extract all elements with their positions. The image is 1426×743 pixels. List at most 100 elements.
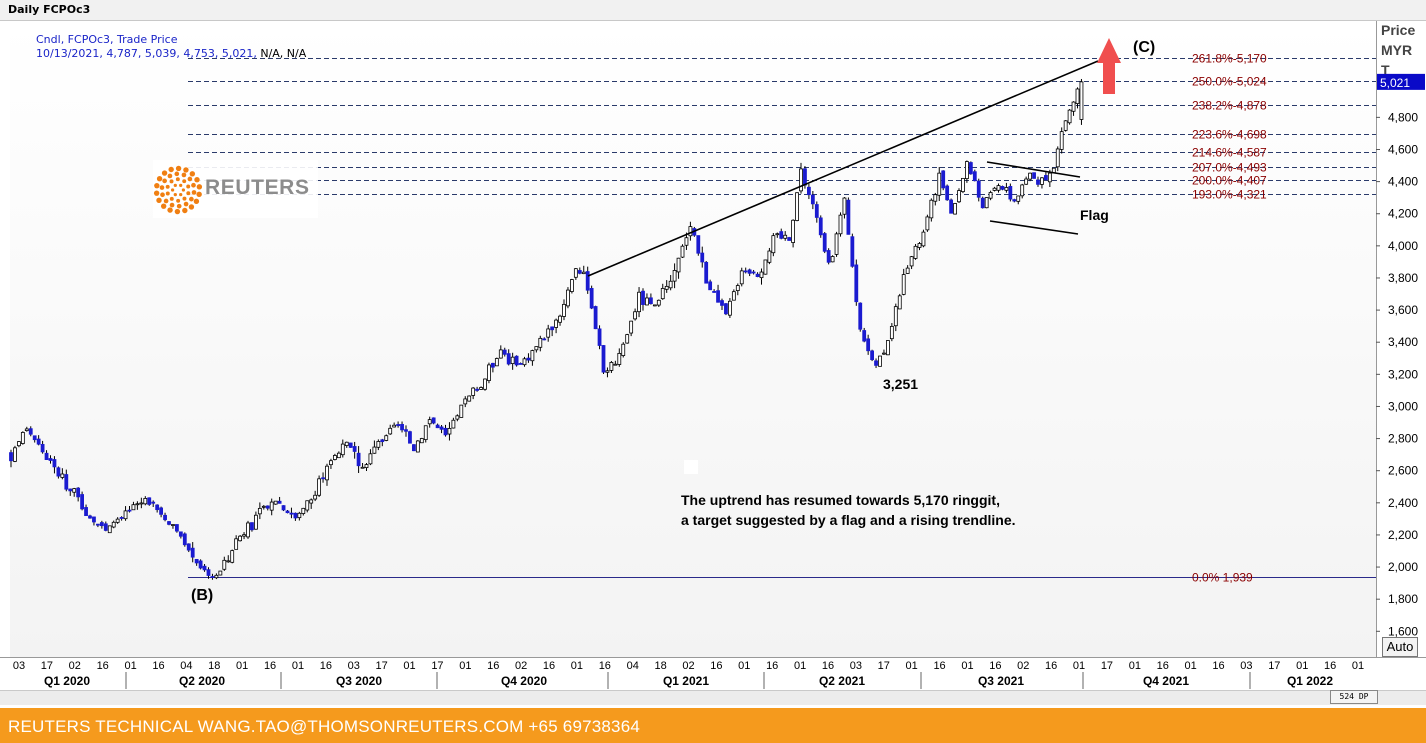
candle-body bbox=[155, 504, 160, 511]
candle-body bbox=[862, 330, 867, 342]
candle-body bbox=[747, 269, 752, 274]
candle-body bbox=[538, 337, 543, 348]
x-day-label: 01 bbox=[292, 660, 304, 672]
candle-body bbox=[435, 424, 440, 429]
candle-body bbox=[965, 161, 969, 180]
candle-body bbox=[664, 285, 669, 290]
y-tick-label: 3,800 bbox=[1388, 271, 1418, 285]
x-day-label: 16 bbox=[822, 660, 834, 672]
candle-body bbox=[882, 352, 886, 355]
logo-dot bbox=[175, 165, 182, 172]
x-day-label: 16 bbox=[152, 660, 164, 672]
candle-body bbox=[783, 234, 788, 239]
x-day-label: 01 bbox=[1129, 660, 1141, 672]
candle-body bbox=[376, 441, 381, 448]
candle-body bbox=[293, 512, 298, 519]
candle-body bbox=[463, 398, 468, 405]
candle-body bbox=[945, 185, 950, 201]
candle-body bbox=[1020, 184, 1025, 197]
y-tick-label: 4,800 bbox=[1388, 110, 1418, 124]
candle-body bbox=[297, 512, 302, 519]
candle-body bbox=[159, 507, 164, 515]
logo-dot bbox=[168, 166, 174, 173]
candle-body bbox=[163, 514, 167, 521]
candle-body bbox=[921, 231, 926, 247]
commentary-line1: The uptrend has resumed towards 5,170 ri… bbox=[681, 492, 1000, 508]
target-arrow-icon bbox=[1097, 38, 1121, 63]
title-bar: Daily FCPOc3 bbox=[0, 0, 1426, 21]
candle-body bbox=[905, 267, 910, 274]
candle-body bbox=[360, 466, 365, 469]
candle-body bbox=[317, 478, 322, 496]
candle-body bbox=[20, 432, 25, 444]
logo-dot bbox=[161, 170, 168, 176]
candle-body bbox=[1012, 199, 1017, 202]
candle-body bbox=[459, 404, 464, 418]
logo-dot bbox=[165, 184, 170, 189]
marker-square bbox=[684, 460, 698, 474]
logo-dot bbox=[191, 182, 196, 188]
candle-body bbox=[933, 194, 938, 202]
y-tick-label: 2,600 bbox=[1388, 464, 1418, 478]
time-axis bbox=[0, 657, 1426, 690]
y-tick-label: 2,400 bbox=[1388, 496, 1418, 510]
x-day-label: 03 bbox=[13, 660, 25, 672]
y-tick-label: 3,200 bbox=[1388, 367, 1418, 381]
candle-body bbox=[1055, 148, 1060, 168]
wave-b-label: (B) bbox=[191, 587, 213, 604]
candle-body bbox=[878, 355, 882, 367]
candle-body bbox=[498, 349, 503, 359]
candle-body bbox=[167, 521, 171, 525]
candle-body bbox=[206, 569, 211, 576]
candle-body bbox=[558, 315, 562, 323]
y-tick-label: 3,400 bbox=[1388, 335, 1418, 349]
candle-body bbox=[273, 500, 278, 505]
logo-dot bbox=[156, 175, 163, 182]
candle-body bbox=[795, 192, 799, 221]
logo-dot bbox=[181, 188, 186, 192]
auto-scale-button[interactable]: Auto bbox=[1382, 637, 1418, 657]
candle-body bbox=[222, 559, 227, 570]
candle-body bbox=[174, 524, 179, 532]
candle-body bbox=[972, 171, 977, 182]
chart-commentary: The uptrend has resumed towards 5,170 ri… bbox=[681, 490, 1016, 530]
candle-body bbox=[605, 370, 610, 373]
quarter-label: Q4 2020 bbox=[501, 674, 547, 688]
candle-body bbox=[400, 424, 404, 431]
candle-body bbox=[143, 498, 148, 505]
candle-body bbox=[684, 237, 689, 246]
candle-body bbox=[1004, 187, 1009, 191]
x-day-label: 16 bbox=[710, 660, 722, 672]
candle-body bbox=[388, 427, 393, 435]
candle-body bbox=[119, 517, 124, 519]
candle-body bbox=[68, 488, 73, 492]
x-day-label: 01 bbox=[459, 660, 471, 672]
candle-body bbox=[893, 306, 898, 327]
logo-dot bbox=[169, 202, 175, 208]
series-info-line1: Cndl, FCPOc3, Trade Price bbox=[36, 33, 178, 46]
candle-body bbox=[139, 502, 144, 505]
x-day-label: 17 bbox=[41, 660, 53, 672]
candle-body bbox=[238, 535, 243, 542]
candle-body bbox=[652, 304, 657, 307]
candle-body bbox=[1044, 175, 1048, 181]
candle-body bbox=[178, 531, 183, 537]
x-day-label: 16 bbox=[989, 660, 1001, 672]
logo-dot bbox=[160, 203, 167, 209]
x-day-label: 16 bbox=[97, 660, 109, 672]
candle-body bbox=[554, 319, 558, 328]
horizontal-scrollbar[interactable] bbox=[0, 690, 1426, 705]
series-info: Cndl, FCPOc3, Trade Price 10/13/2021, 4,… bbox=[36, 33, 306, 61]
candle-body bbox=[814, 204, 819, 218]
candle-body bbox=[182, 533, 187, 546]
logo-dot bbox=[189, 171, 196, 177]
candle-body bbox=[897, 295, 902, 310]
candle-body bbox=[1040, 177, 1044, 185]
logo-dot bbox=[167, 173, 173, 179]
fib-label: 250.0%-5,024 bbox=[1192, 75, 1267, 89]
candle-body bbox=[103, 523, 108, 531]
y-tick-label: 2,800 bbox=[1388, 432, 1418, 446]
candle-body bbox=[348, 442, 353, 448]
